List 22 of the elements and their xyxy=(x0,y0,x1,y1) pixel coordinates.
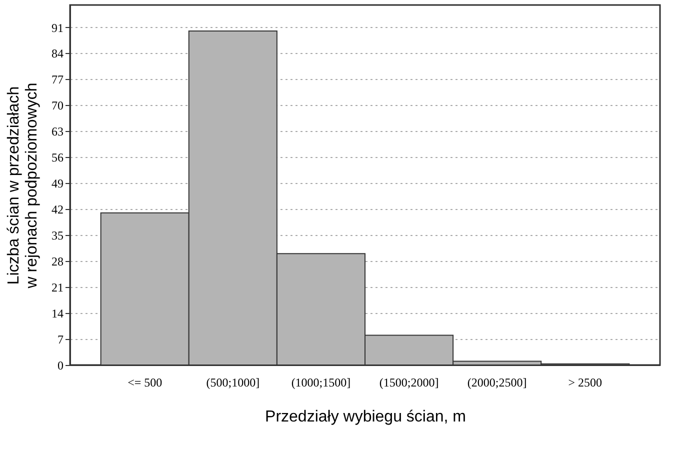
y-tick-label: 21 xyxy=(52,280,64,295)
y-tick-label: 70 xyxy=(52,98,64,113)
y-tick-label: 56 xyxy=(52,150,64,165)
y-tick-label: 84 xyxy=(52,46,64,61)
y-axis-title: Liczba ścian w przedziałach w rejonach podpoziomowych xyxy=(6,82,40,290)
y-tick-label: 28 xyxy=(52,254,64,269)
y-tick-label: 35 xyxy=(52,228,64,243)
y-tick-label: 91 xyxy=(52,20,64,35)
y-tick-label: 77 xyxy=(52,72,64,87)
y-tick-label: 0 xyxy=(58,358,64,372)
y-tick-label: 42 xyxy=(52,202,64,217)
x-tick-label: > 2500 xyxy=(568,376,602,390)
y-tick-label: 7 xyxy=(58,332,64,347)
x-tick-label: (1500;2000] xyxy=(379,376,439,390)
x-tick-label: (2000;2500] xyxy=(467,376,527,390)
x-tick-label: <= 500 xyxy=(128,376,162,390)
x-tick-label: (500;1000] xyxy=(206,376,260,390)
y-tick-label: 14 xyxy=(52,306,64,321)
x-axis-title: Przedziały wybiegu ścian, m xyxy=(265,408,466,426)
x-tick-label: (1000;1500] xyxy=(291,376,351,390)
y-tick-label: 49 xyxy=(52,176,64,191)
y-tick-label: 63 xyxy=(52,124,64,139)
